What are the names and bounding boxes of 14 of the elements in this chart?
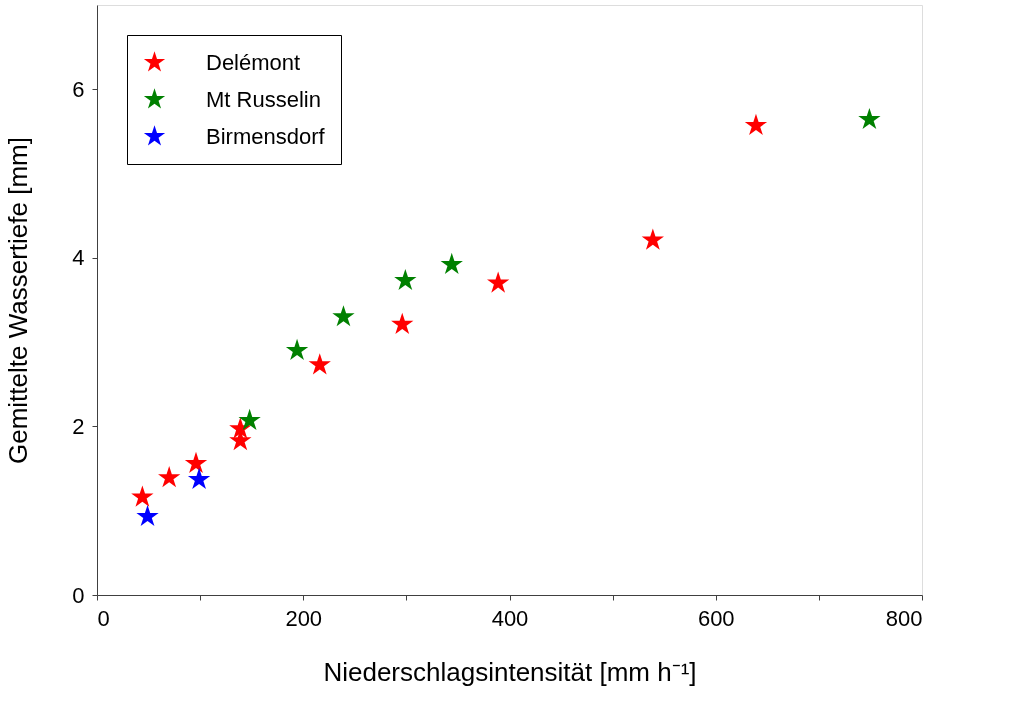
y-tick-label: 6 (72, 76, 85, 102)
x-tick-label: 0 (97, 605, 110, 631)
x-tick-label: 600 (697, 605, 735, 631)
x-tick-label: 400 (491, 605, 529, 631)
legend-label: Mt Russelin (206, 86, 321, 112)
y-tick-label: 4 (72, 245, 85, 271)
x-tick-label: 800 (885, 605, 923, 631)
legend-label: Delémont (206, 49, 301, 75)
y-tick-label: 2 (72, 413, 85, 439)
y-tick-label: 0 (72, 582, 85, 608)
legend-label: Birmensdorf (206, 123, 326, 149)
x-axis-title: Niederschlagsintensität [mm h⁻¹] (323, 656, 697, 687)
y-axis-title: Gemittelte Wassertiefe [mm] (3, 137, 34, 464)
x-tick-label: 200 (285, 605, 323, 631)
